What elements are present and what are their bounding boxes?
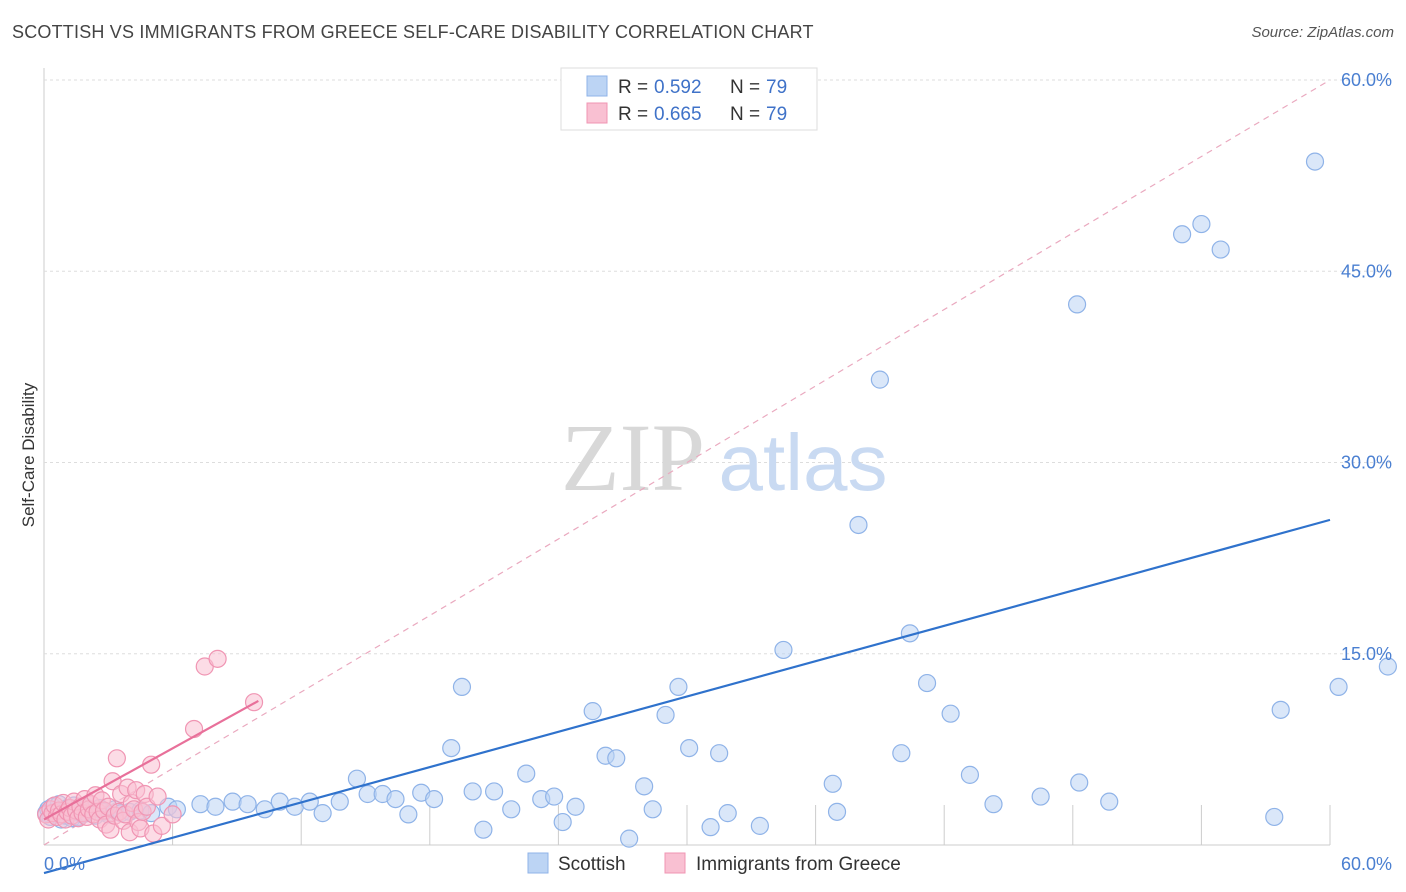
- points-layer: [37, 152, 1397, 848]
- scottish-point: [566, 797, 585, 816]
- scottish-point: [669, 677, 688, 697]
- watermark: ZIP atlas: [561, 404, 887, 511]
- scottish-point: [827, 802, 847, 821]
- scottish-point: [710, 744, 729, 763]
- scottish-point: [313, 804, 332, 823]
- scottish-point: [1329, 677, 1348, 697]
- scottish-point: [485, 782, 504, 801]
- greece-point: [148, 787, 167, 806]
- legend-n-label-1: N =: [730, 77, 760, 98]
- legend-n-value-2: 79: [766, 104, 787, 125]
- scottish-point: [620, 829, 639, 848]
- scottish-point: [656, 705, 675, 725]
- scottish-point: [960, 765, 980, 784]
- scottish-point: [870, 370, 890, 389]
- bottom-legend-swatch-scottish: [527, 852, 549, 874]
- legend-r-value-2: 0.665: [654, 104, 702, 125]
- scottish-point: [255, 800, 274, 819]
- bottom-legend-swatch-greece: [664, 852, 686, 874]
- greece-point: [184, 719, 204, 739]
- scottish-point: [424, 789, 444, 809]
- scottish-point: [1070, 773, 1089, 792]
- bottom-legend-label-greece: Immigrants from Greece: [696, 854, 901, 875]
- scottish-point: [892, 744, 911, 763]
- chart-title: SCOTTISH VS IMMIGRANTS FROM GREECE SELF-…: [12, 22, 814, 42]
- scottish-point: [849, 515, 868, 535]
- scottish-point: [984, 795, 1003, 814]
- scottish-point: [442, 738, 461, 758]
- scottish-point: [635, 777, 654, 796]
- watermark-atlas: atlas: [719, 418, 888, 507]
- legend-r-label-2: R =: [618, 104, 648, 125]
- scottish-point: [474, 820, 493, 839]
- scottish-point: [452, 677, 472, 697]
- scottish-trend-line: [43, 518, 1331, 875]
- reference-line-layer: [43, 79, 1331, 846]
- y-axis-label: Self-Care Disability: [19, 382, 38, 527]
- scottish-point: [1271, 700, 1290, 719]
- greece-trend-line: [43, 699, 259, 821]
- scottish-point: [517, 764, 536, 783]
- greece-point: [107, 749, 126, 768]
- greece-point: [152, 816, 171, 835]
- scottish-point: [1265, 807, 1284, 827]
- bottom-legend: Scottish Immigrants from Greece: [527, 852, 901, 875]
- scottish-point: [750, 816, 769, 835]
- scottish-point: [386, 789, 405, 809]
- scottish-point: [1378, 657, 1397, 676]
- scottish-point: [206, 797, 225, 816]
- scottish-point: [941, 704, 960, 723]
- scottish-point: [553, 812, 572, 832]
- legend-swatch-greece: [586, 102, 608, 124]
- x-tick-label: 0.0%: [44, 854, 85, 874]
- greece-point: [208, 649, 227, 668]
- trend-layer: [43, 518, 1331, 875]
- scottish-point: [718, 804, 737, 823]
- scottish-point: [1173, 225, 1192, 244]
- reference-diagonal-line: [43, 79, 1331, 846]
- scottish-point: [330, 792, 349, 811]
- y-tick-label: 30.0%: [1341, 453, 1392, 473]
- scottish-point: [701, 818, 720, 837]
- scottish-point: [238, 795, 257, 814]
- y-tick-label: 15.0%: [1341, 644, 1392, 664]
- legend-r-label-1: R =: [618, 77, 648, 98]
- scottish-point: [191, 795, 210, 814]
- scottish-point: [1031, 787, 1050, 806]
- legend-swatch-scottish: [586, 75, 608, 97]
- legend-n-label-2: N =: [730, 104, 760, 125]
- scottish-point: [1305, 152, 1325, 171]
- x-tick-label: 60.0%: [1341, 854, 1392, 874]
- scottish-point: [1192, 214, 1211, 234]
- chart-source: Source: ZipAtlas.com: [1251, 24, 1394, 41]
- scottish-point: [680, 738, 699, 758]
- y-tick-label: 45.0%: [1341, 261, 1392, 281]
- scottish-point: [399, 805, 418, 824]
- scottish-point: [823, 774, 842, 793]
- greece-point: [163, 805, 182, 824]
- scottish-point: [463, 782, 482, 801]
- scottish-point: [774, 640, 793, 660]
- scottish-point: [1211, 240, 1230, 259]
- scottish-point: [607, 749, 626, 768]
- top-legend: R = 0.592 N = 79 R = 0.665 N = 79: [560, 67, 818, 131]
- scottish-point: [1067, 295, 1087, 314]
- scottish-point: [545, 787, 564, 806]
- bottom-legend-label-scottish: Scottish: [558, 854, 626, 875]
- scottish-point: [1100, 792, 1119, 811]
- scottish-point: [502, 800, 521, 819]
- scottish-point: [643, 800, 662, 819]
- y-tick-label: 60.0%: [1341, 70, 1392, 90]
- scottish-point: [223, 792, 242, 811]
- legend-n-value-1: 79: [766, 77, 787, 98]
- scottish-point: [583, 702, 602, 721]
- scottish-point: [917, 673, 937, 693]
- axis-labels: 15.0% 30.0% 45.0% 60.0% 0.0% 60.0%: [44, 70, 1392, 874]
- watermark-zip: ZIP: [561, 404, 705, 511]
- legend-r-value-1: 0.592: [654, 77, 702, 98]
